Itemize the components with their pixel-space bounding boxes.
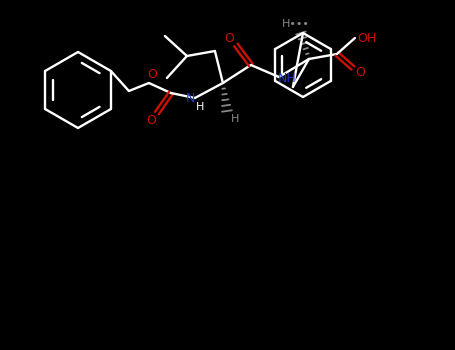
Text: O: O xyxy=(146,113,156,126)
Text: O: O xyxy=(147,68,157,80)
Text: O: O xyxy=(355,66,365,79)
Text: N: N xyxy=(186,92,196,105)
Text: NH: NH xyxy=(278,72,296,85)
Text: O: O xyxy=(224,33,234,46)
Text: H: H xyxy=(231,114,239,124)
Text: OH: OH xyxy=(357,32,377,44)
Text: H•••: H••• xyxy=(282,19,310,29)
Text: H: H xyxy=(196,102,204,112)
